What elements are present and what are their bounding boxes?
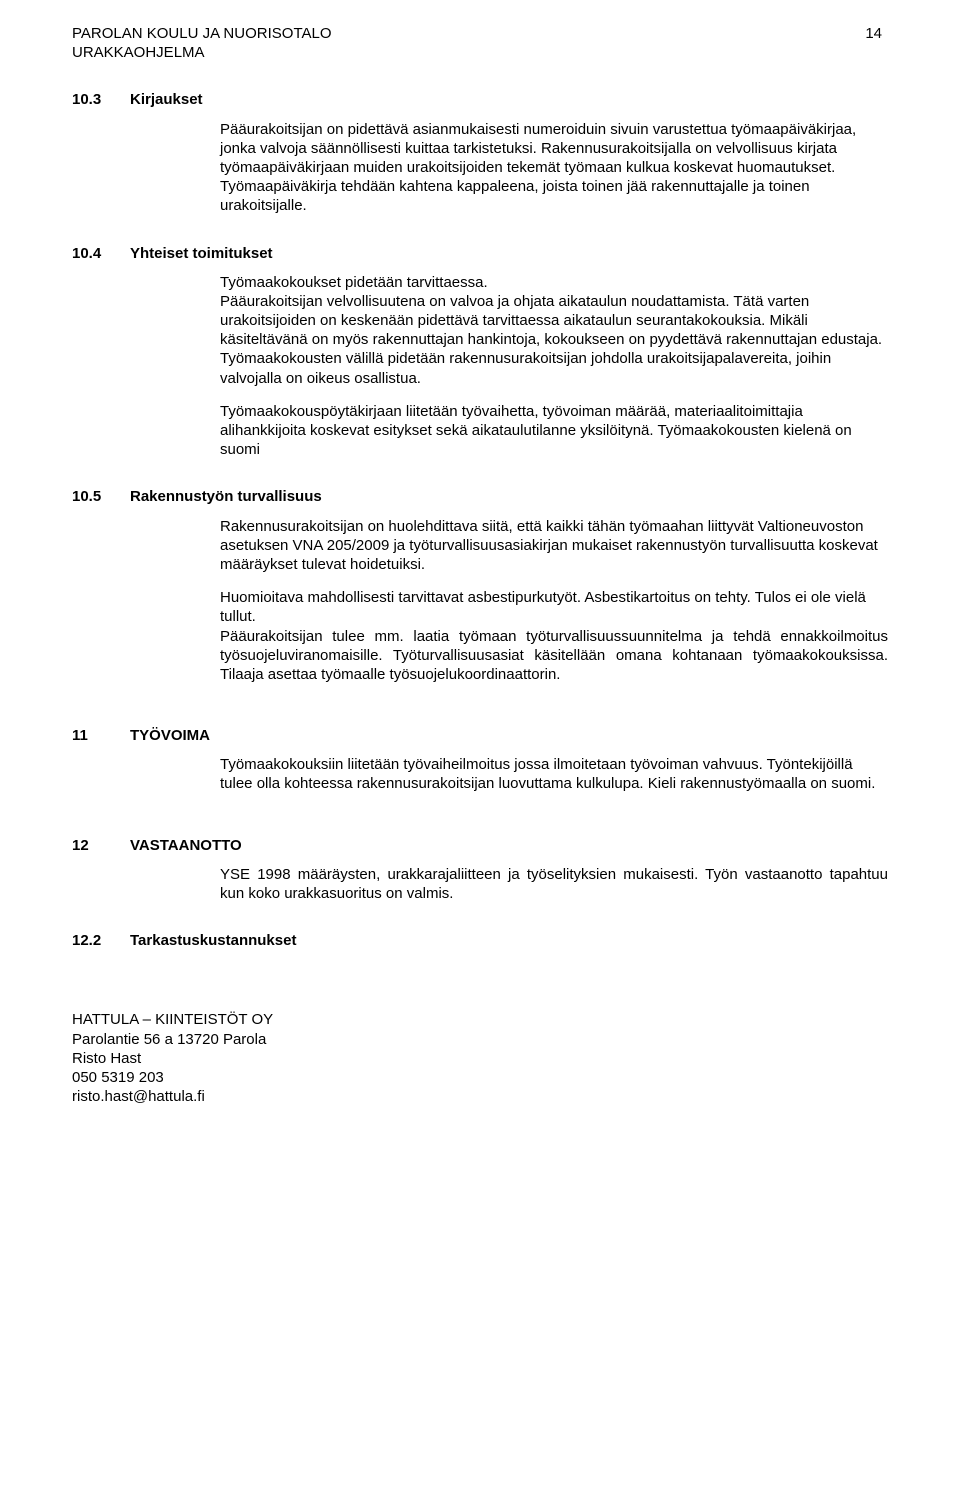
paragraph: Pääurakoitsijan on pidettävä asianmukais… [220,120,888,216]
page-footer: HATTULA – KIINTEISTÖT OY Parolantie 56 a… [72,1010,888,1106]
section-number: 11 [72,726,130,745]
section-title-text: Tarkastuskustannukset [130,931,296,950]
section-12-body: YSE 1998 määräysten, urakkarajaliitteen … [220,865,888,903]
page-number: 14 [865,24,888,43]
paragraph: Rakennusurakoitsijan on huolehdittava si… [220,517,888,575]
section-title-text: Rakennustyön turvallisuus [130,487,322,506]
section-number: 10.4 [72,244,130,263]
section-11-heading: 11 TYÖVOIMA [72,726,888,745]
page-header: PAROLAN KOULU JA NUORISOTALO URAKKAOHJEL… [72,24,888,62]
paragraph: Huomioitava mahdollisesti tarvittavat as… [220,588,888,626]
paragraph: YSE 1998 määräysten, urakkarajaliitteen … [220,865,888,903]
footer-line: Parolantie 56 a 13720 Parola [72,1030,888,1049]
section-10-5-body: Rakennusurakoitsijan on huolehdittava si… [220,517,888,685]
footer-line: 050 5319 203 [72,1068,888,1087]
section-number: 10.5 [72,487,130,506]
section-number: 10.3 [72,90,130,109]
section-title-text: Yhteiset toimitukset [130,244,273,263]
paragraph: Työmaakokouksiin liitetään työvaiheilmoi… [220,755,888,793]
section-10-3-body: Pääurakoitsijan on pidettävä asianmukais… [220,120,888,216]
section-12-2-heading: 12.2 Tarkastuskustannukset [72,931,888,950]
footer-line: Risto Hast [72,1049,888,1068]
section-title-text: VASTAANOTTO [130,836,242,855]
section-number: 12.2 [72,931,130,950]
header-line1: PAROLAN KOULU JA NUORISOTALO [72,24,332,43]
section-number: 12 [72,836,130,855]
footer-line: risto.hast@hattula.fi [72,1087,888,1106]
header-left: PAROLAN KOULU JA NUORISOTALO URAKKAOHJEL… [72,24,332,62]
footer-line: HATTULA – KIINTEISTÖT OY [72,1010,888,1029]
paragraph: Pääurakoitsijan tulee mm. laatia työmaan… [220,627,888,685]
section-12-heading: 12 VASTAANOTTO [72,836,888,855]
paragraph: Pääurakoitsijan velvollisuutena on valvo… [220,292,888,388]
section-title-text: TYÖVOIMA [130,726,210,745]
paragraph: Työmaakokoukset pidetään tarvittaessa. [220,273,888,292]
section-11-body: Työmaakokouksiin liitetään työvaiheilmoi… [220,755,888,793]
header-line2: URAKKAOHJELMA [72,43,332,62]
section-10-3-heading: 10.3 Kirjaukset [72,90,888,109]
section-10-4-body: Työmaakokoukset pidetään tarvittaessa. P… [220,273,888,460]
section-title-text: Kirjaukset [130,90,203,109]
section-10-5-heading: 10.5 Rakennustyön turvallisuus [72,487,888,506]
paragraph: Työmaakokouspöytäkirjaan liitetään työva… [220,402,888,460]
section-10-4-heading: 10.4 Yhteiset toimitukset [72,244,888,263]
